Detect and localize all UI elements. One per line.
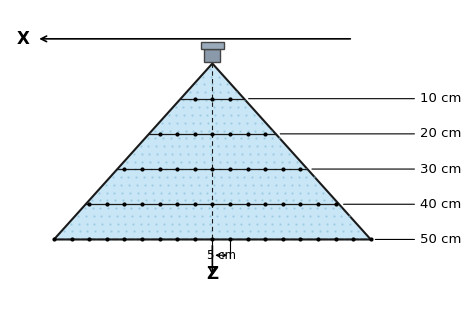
Text: Z: Z (206, 265, 219, 283)
Polygon shape (54, 63, 371, 239)
Text: 40 cm: 40 cm (344, 198, 461, 211)
Text: 10 cm: 10 cm (248, 92, 461, 105)
Polygon shape (204, 49, 220, 62)
Text: 5 cm: 5 cm (207, 249, 236, 262)
Text: 20 cm: 20 cm (280, 127, 461, 140)
Text: 50 cm: 50 cm (375, 233, 461, 246)
Text: 30 cm: 30 cm (312, 163, 461, 176)
Polygon shape (201, 42, 224, 49)
Text: X: X (17, 30, 29, 48)
